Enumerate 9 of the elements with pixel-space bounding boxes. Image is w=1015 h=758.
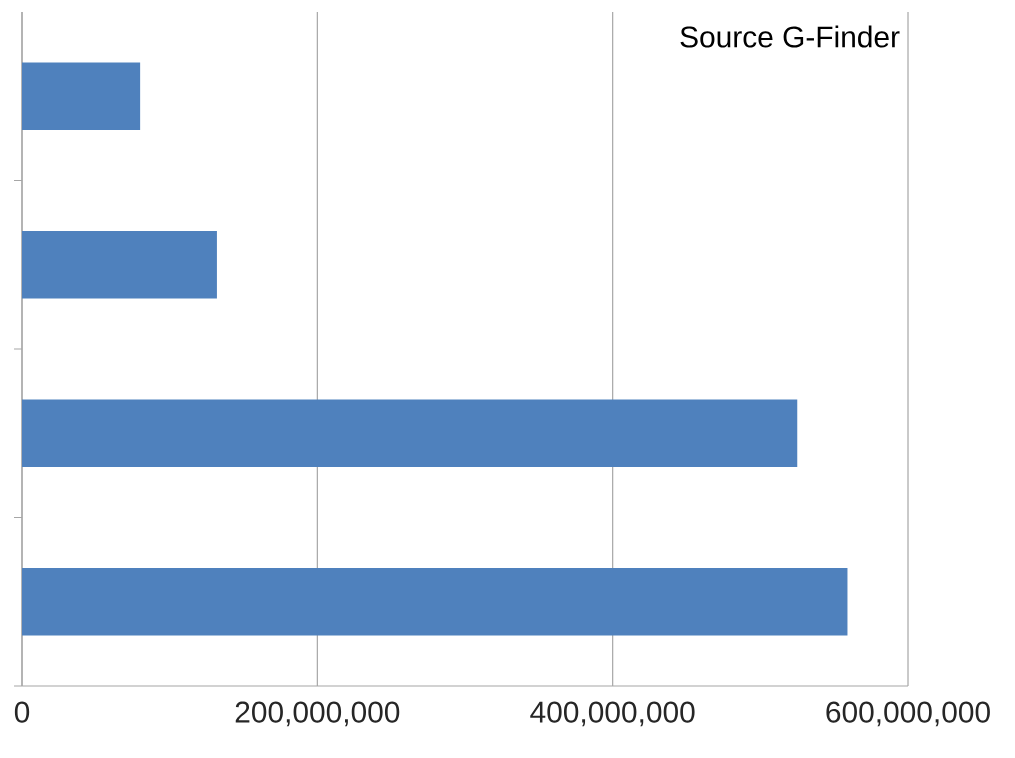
bar xyxy=(22,231,217,299)
bar xyxy=(22,62,141,130)
bar xyxy=(22,568,848,636)
x-tick-label: 600,000,000 xyxy=(826,701,990,727)
x-tick-label: 400,000,000 xyxy=(530,701,695,727)
annotation: Source G-Finder xyxy=(680,25,900,48)
x-tick-label: 200,000,000 xyxy=(235,701,400,727)
bar xyxy=(22,399,798,467)
x-tick-label: 0 xyxy=(14,701,30,723)
